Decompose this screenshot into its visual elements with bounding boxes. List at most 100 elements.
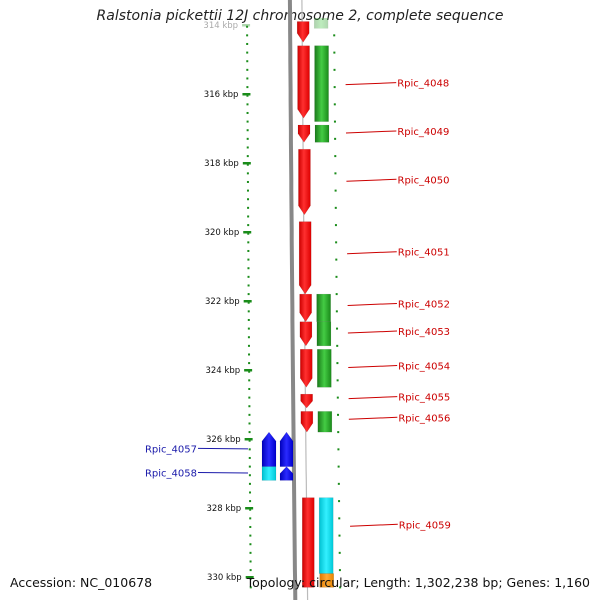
axis-minor-tick bbox=[247, 267, 250, 270]
feature-cds[interactable] bbox=[300, 393, 313, 409]
gene-label[interactable]: Rpic_4054 bbox=[398, 362, 450, 373]
right-scale-tick bbox=[334, 189, 337, 192]
axis-minor-tick bbox=[247, 318, 250, 321]
axis-major-tick bbox=[245, 576, 254, 579]
axis-minor-tick bbox=[246, 120, 249, 123]
gene-label[interactable]: Rpic_4051 bbox=[398, 248, 450, 259]
feature-cds[interactable] bbox=[296, 21, 310, 43]
axis-minor-tick bbox=[249, 491, 252, 494]
gene-label[interactable]: Rpic_4057 bbox=[145, 444, 197, 455]
right-scale-tick bbox=[336, 327, 339, 330]
axis-minor-tick bbox=[247, 336, 250, 339]
right-scale-tick bbox=[335, 258, 338, 261]
feature-gene[interactable] bbox=[316, 293, 331, 322]
right-scale-tick bbox=[334, 172, 337, 175]
axis-minor-tick bbox=[247, 301, 250, 304]
right-scale-tick bbox=[338, 517, 341, 520]
feature-cds[interactable] bbox=[302, 497, 315, 588]
feature-gene[interactable] bbox=[317, 349, 332, 388]
gene-label-leader bbox=[347, 251, 397, 255]
axis: 314 kbp 316 kbp 318 kbp 320 kbp 322 kbp 324 k… bbox=[203, 21, 342, 589]
right-scale-tick bbox=[334, 137, 337, 140]
feature-gene[interactable] bbox=[314, 45, 329, 122]
axis-minor-tick bbox=[248, 465, 251, 468]
axis-minor-tick bbox=[246, 137, 249, 140]
axis-minor-tick bbox=[247, 249, 250, 252]
gene-label-leader bbox=[347, 302, 397, 306]
feature-cds[interactable] bbox=[297, 124, 311, 143]
gene-label[interactable]: Rpic_4058 bbox=[145, 469, 197, 480]
axis-tick-label: 314 kbp bbox=[203, 21, 238, 31]
axis-minor-tick bbox=[246, 68, 249, 71]
gene-label-leader bbox=[348, 365, 398, 369]
gene-label-leader bbox=[197, 447, 249, 450]
right-scale-tick bbox=[337, 413, 340, 416]
axis-major-tick bbox=[243, 231, 252, 234]
axis-tick-label: 316 kbp bbox=[204, 90, 239, 100]
gene-label[interactable]: Rpic_4053 bbox=[398, 327, 450, 338]
gene-label-leader bbox=[348, 396, 398, 400]
gene-label-leader bbox=[345, 82, 397, 86]
feature-cds[interactable] bbox=[298, 221, 312, 295]
axis-minor-tick bbox=[248, 396, 251, 399]
gene-label-leader bbox=[350, 523, 398, 527]
axis-minor-tick bbox=[247, 215, 250, 218]
right-scale-tick bbox=[336, 362, 339, 365]
gene-label[interactable]: Rpic_4056 bbox=[398, 413, 450, 424]
axis-minor-tick bbox=[246, 103, 249, 106]
axis-minor-tick bbox=[246, 60, 249, 63]
right-scale-tick bbox=[335, 310, 338, 313]
feature-rev_gene[interactable] bbox=[261, 431, 277, 467]
gene-label[interactable]: Rpic_4052 bbox=[398, 299, 450, 310]
axis-minor-tick bbox=[249, 560, 252, 563]
axis-minor-tick bbox=[246, 146, 249, 149]
axis-tick-label: 328 kbp bbox=[206, 504, 241, 514]
right-scale-tick bbox=[338, 551, 341, 554]
gene-label[interactable]: Rpic_4055 bbox=[398, 393, 450, 404]
feature-cds[interactable] bbox=[300, 411, 314, 433]
axis-minor-tick bbox=[249, 551, 252, 554]
feature-gene[interactable] bbox=[316, 321, 332, 347]
right-scale-tick bbox=[334, 206, 337, 209]
right-scale-tick bbox=[338, 569, 341, 572]
gene-label[interactable]: Rpic_4048 bbox=[397, 79, 449, 90]
gene-label[interactable]: Rpic_4059 bbox=[399, 520, 451, 531]
feature-gene[interactable] bbox=[314, 124, 330, 143]
axis-minor-tick bbox=[248, 362, 251, 365]
axis-minor-tick bbox=[247, 344, 250, 347]
right-scale-tick bbox=[334, 155, 337, 158]
feature-rev_cds[interactable] bbox=[279, 431, 294, 467]
axis-minor-tick bbox=[249, 534, 252, 537]
feature-cds[interactable] bbox=[300, 349, 313, 388]
right-scale-tick bbox=[333, 86, 336, 89]
right-scale-tick bbox=[337, 465, 340, 468]
feature-gene[interactable] bbox=[313, 17, 329, 29]
axis-tick-label: 318 kbp bbox=[204, 159, 239, 169]
axis-major-tick bbox=[242, 93, 251, 96]
feature-rev_gene[interactable] bbox=[261, 466, 277, 481]
axis-minor-tick bbox=[247, 293, 250, 296]
axis-minor-tick bbox=[248, 482, 251, 485]
axis-major-tick bbox=[245, 507, 254, 510]
gene-label[interactable]: Rpic_4049 bbox=[397, 127, 449, 138]
feature-gene[interactable] bbox=[318, 497, 334, 574]
feature-rev_cds[interactable] bbox=[279, 466, 294, 481]
feature-cds[interactable] bbox=[299, 293, 312, 323]
axis-minor-tick bbox=[246, 155, 249, 158]
feature-tracks bbox=[261, 17, 334, 588]
gene-label[interactable]: Rpic_4050 bbox=[398, 175, 450, 186]
feature-cds[interactable] bbox=[299, 321, 313, 347]
axis-minor-tick bbox=[246, 25, 249, 28]
right-scale-tick bbox=[333, 51, 336, 54]
feature-gene[interactable] bbox=[319, 573, 334, 588]
feature-cds[interactable] bbox=[298, 148, 311, 216]
feature-cds[interactable] bbox=[297, 45, 310, 119]
axis-major-tick bbox=[244, 438, 253, 441]
right-scale-tick bbox=[337, 431, 340, 434]
axis-minor-tick bbox=[247, 224, 250, 227]
axis-minor-tick bbox=[246, 189, 249, 192]
gene-label-leader bbox=[347, 330, 398, 334]
feature-gene[interactable] bbox=[317, 411, 333, 433]
gene-labels: Rpic_4048 Rpic_4049 Rpic_4050 Rpic_4051 Rpic… bbox=[145, 79, 451, 532]
